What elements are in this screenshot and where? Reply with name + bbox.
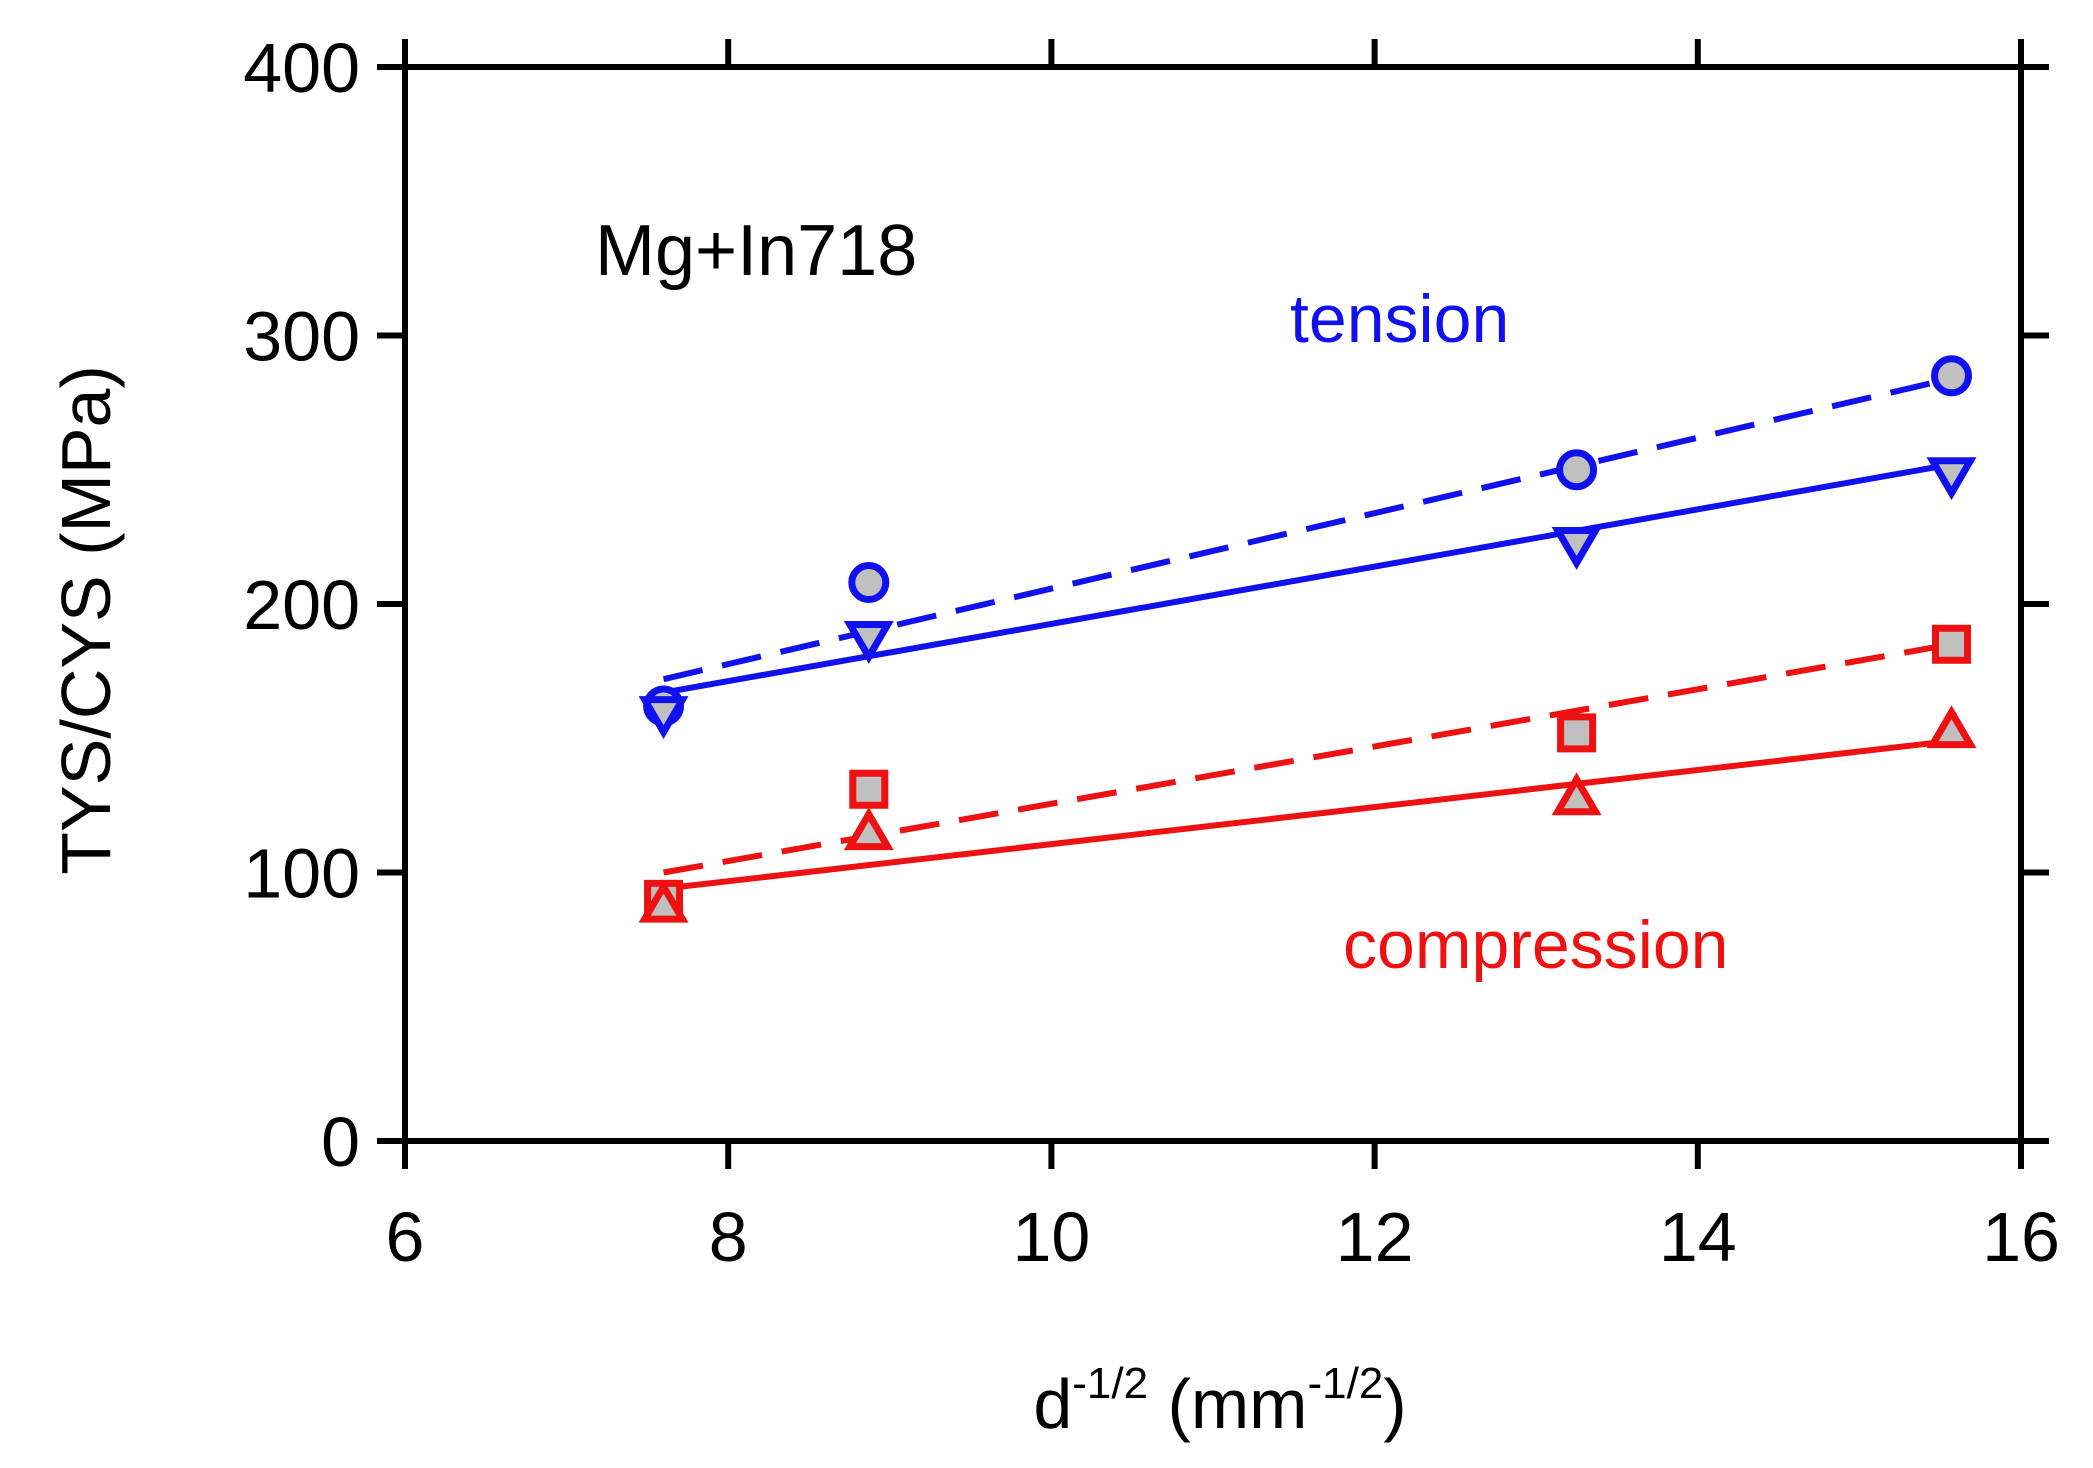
x-label-base: d <box>1033 1365 1072 1443</box>
y-tick-label: 200 <box>243 566 360 644</box>
markers-compression-square <box>644 624 1972 919</box>
x-tick-label: 6 <box>386 1198 425 1276</box>
x-label-open: (mm <box>1148 1365 1307 1443</box>
data-point-compression-triangle-up <box>638 879 689 923</box>
x-label-base-sup: -1/2 <box>1072 1359 1148 1408</box>
axis-ticks <box>377 39 2049 1169</box>
x-tick-label: 14 <box>1659 1198 1737 1276</box>
fit-line-compression-triangle-up <box>663 737 1952 892</box>
fit-line-tension-triangle-down <box>663 461 1953 696</box>
data-point-compression-square <box>1932 624 1972 664</box>
x-label-close: ) <box>1383 1365 1406 1443</box>
series-tension-circle <box>662 375 1953 683</box>
data-point-compression-triangle-up <box>1551 772 1602 816</box>
data-point-tension-triangle-down <box>843 621 894 664</box>
series-compression-triangle-up <box>663 737 1952 892</box>
data-point-tension-circle <box>1556 449 1598 491</box>
markers-compression-triangle-up <box>638 705 1977 923</box>
y-tick-label: 100 <box>243 835 360 913</box>
data-point-tension-triangle-down <box>1551 527 1602 570</box>
x-tick-label: 8 <box>709 1198 748 1276</box>
markers-tension-circle <box>643 355 1973 727</box>
x-tick-label: 16 <box>1982 1198 2060 1276</box>
x-tick-label: 12 <box>1336 1198 1414 1276</box>
x-axis-label: d-1/2 (mm-1/2) <box>1033 1359 1406 1443</box>
material-annotation: Mg+In718 <box>595 211 917 291</box>
data-point-tension-circle <box>1931 355 1973 397</box>
y-tick-labels: 0 100 200 300 400 <box>243 29 360 1181</box>
compression-annotation: compression <box>1343 907 1729 983</box>
y-tick-label: 300 <box>243 298 360 376</box>
y-tick-label: 400 <box>243 29 360 107</box>
y-tick-label: 0 <box>321 1103 360 1181</box>
data-point-compression-triangle-up <box>1926 705 1977 749</box>
x-tick-labels: 6 8 10 12 14 16 <box>386 1198 2060 1276</box>
data-point-tension-circle <box>848 562 890 604</box>
plot-area <box>638 355 1977 923</box>
data-point-tension-triangle-down <box>1926 457 1977 501</box>
x-label-unit-sup: -1/2 <box>1308 1359 1384 1408</box>
y-axis-label: TYS/CYS (MPa) <box>47 365 125 875</box>
series-tension-triangle-down <box>663 461 1953 696</box>
data-point-compression-triangle-up <box>843 807 894 851</box>
fit-line-tension-circle <box>662 375 1953 683</box>
tension-annotation: tension <box>1290 281 1509 357</box>
data-point-compression-square <box>849 769 889 809</box>
x-tick-label: 10 <box>1012 1198 1090 1276</box>
markers-tension-triangle-down <box>638 457 1977 740</box>
data-point-tension-triangle-down <box>638 696 689 740</box>
data-point-compression-square <box>1557 713 1597 753</box>
